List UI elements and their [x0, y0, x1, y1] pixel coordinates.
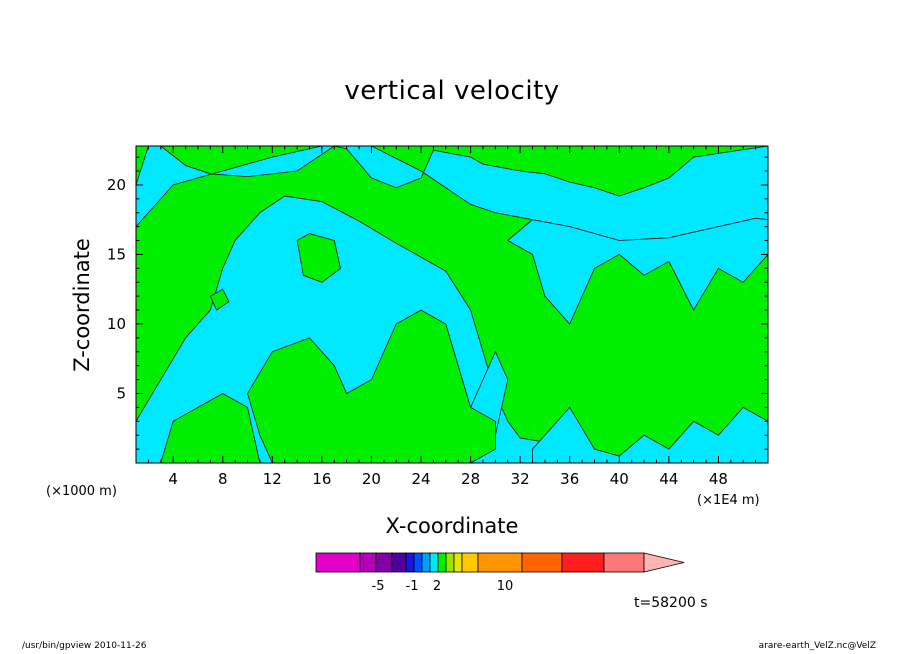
field-region-negative [507, 217, 768, 325]
colorbar-label: 10 [497, 579, 514, 594]
chart-title: vertical velocity [344, 76, 560, 106]
x-tick-label: 36 [560, 470, 579, 488]
colorbar-label: -1 [406, 579, 419, 594]
colorbar-segment [437, 552, 447, 573]
footer-left: /usr/bin/gpview 2010-11-26 [22, 641, 147, 651]
field-region-negative [136, 146, 768, 241]
colorbar-segment [453, 552, 463, 573]
time-label: t=58200 s [634, 595, 708, 611]
x-tick-label: 16 [312, 470, 331, 488]
y-tick-label: 5 [116, 384, 126, 402]
colorbar-segment [359, 552, 377, 573]
x-tick-label: 28 [461, 470, 480, 488]
x-tick-label: 8 [218, 470, 228, 488]
y-tick-label: 10 [107, 315, 126, 333]
field-region-negative [532, 406, 768, 463]
x-axis-label: X-coordinate [385, 514, 519, 538]
colorbar-label: -5 [372, 579, 385, 594]
y-tick-label: 15 [107, 245, 126, 263]
colorbar-segment [521, 552, 563, 573]
colorbar-segment [461, 552, 479, 573]
colorbar-segment [477, 552, 523, 573]
x-tick-label: 40 [610, 470, 629, 488]
x-tick-label: 20 [362, 470, 381, 488]
colorbar-segment [561, 552, 605, 573]
field-layer [136, 146, 768, 463]
x-tick-label: 32 [511, 470, 530, 488]
x-axis-unit-right: (×1E4 m) [697, 493, 760, 508]
plot-area [136, 146, 768, 463]
colorbar: -5 -1 2 10 [315, 552, 685, 594]
field-region-positive [209, 288, 230, 311]
colorbar-segment [429, 552, 439, 573]
x-tick-label: 48 [709, 470, 728, 488]
colorbar-segment [421, 552, 431, 573]
colorbar-extension [643, 552, 685, 573]
colorbar-segment [375, 552, 393, 573]
colorbar-label: 2 [433, 579, 441, 594]
colorbar-segment [405, 552, 415, 573]
colorbar-segment [315, 552, 361, 573]
footer-right: arare-earth_VelZ.nc@VelZ [758, 641, 876, 651]
colorbar-segment [603, 552, 645, 573]
x-tick-label: 4 [168, 470, 178, 488]
x-axis-unit-left: (×1000 m) [46, 484, 117, 499]
x-tick-label: 44 [659, 470, 678, 488]
colorbar-segment [445, 552, 455, 573]
x-tick-label: 12 [263, 470, 282, 488]
field-region-positive [160, 393, 261, 463]
colorbar-segment [413, 552, 423, 573]
field-region-positive [296, 233, 341, 283]
x-tick-label: 24 [411, 470, 430, 488]
field-region-positive [247, 309, 496, 463]
y-tick-label: 20 [107, 176, 126, 194]
colorbar-segment [391, 552, 407, 573]
plot-frame [135, 145, 769, 464]
